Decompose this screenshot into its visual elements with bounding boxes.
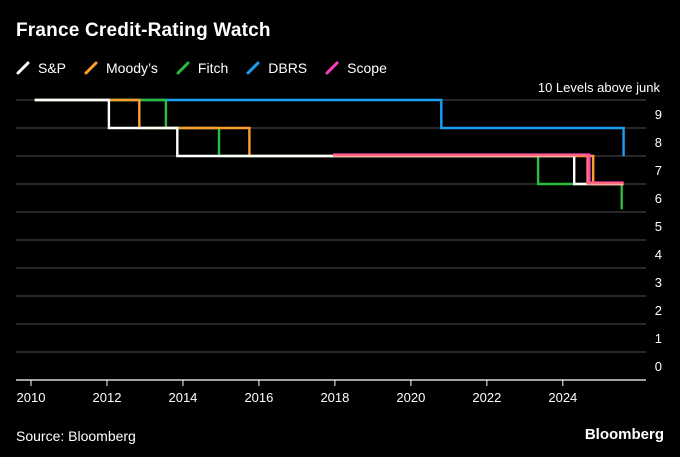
y-tick-label: 7	[655, 163, 662, 178]
legend-label: Moody’s	[106, 60, 158, 76]
y-tick-label: 6	[655, 191, 662, 206]
series-line-scope	[333, 153, 624, 184]
y-tick-label: 9	[655, 107, 662, 122]
legend-label: S&P	[38, 60, 67, 76]
y-tick-label: 2	[655, 303, 662, 318]
x-tick-label: 2020	[396, 390, 425, 405]
legend-item: Fitch	[176, 60, 228, 76]
legend-item: Moody’s	[84, 60, 158, 76]
y-tick-label: 8	[655, 135, 662, 150]
legend-item: Scope	[325, 60, 387, 76]
x-tick-label: 2022	[472, 390, 501, 405]
legend-swatch	[176, 61, 190, 75]
brand-logo: Bloomberg	[584, 426, 664, 443]
legend-label: Fitch	[197, 60, 229, 76]
series-line-moody-s	[34, 98, 624, 186]
y-tick-label: 0	[655, 359, 662, 374]
y-tick-label: 3	[655, 275, 662, 290]
legend-label: Scope	[347, 60, 387, 76]
legend-swatch	[16, 61, 30, 75]
legend-swatch	[84, 61, 98, 75]
x-tick-label: 2014	[168, 390, 197, 405]
y-axis-label: 10 Levels above junk	[538, 80, 661, 95]
x-tick-label: 2018	[320, 390, 349, 405]
x-tick-label: 2010	[17, 390, 46, 405]
legend-swatch	[325, 61, 339, 75]
chart-legend: S&P Moody’s Fitch DBRS Scope	[16, 58, 405, 78]
chart-title: France Credit-Rating Watch	[16, 20, 271, 41]
x-tick-label: 2012	[93, 390, 122, 405]
y-tick-label: 1	[655, 331, 662, 346]
y-tick-label: 5	[655, 219, 662, 234]
legend-item: S&P	[16, 60, 66, 76]
legend-item: DBRS	[246, 60, 307, 76]
legend-label: DBRS	[268, 60, 308, 76]
legend-swatch	[246, 61, 260, 75]
series-line-dbrs	[34, 98, 625, 156]
x-tick-label: 2024	[548, 390, 577, 405]
x-tick-label: 2016	[244, 390, 273, 405]
source-note: Source: Bloomberg	[16, 428, 136, 444]
y-tick-label: 4	[655, 247, 662, 262]
series-line-unlabeled	[333, 154, 624, 185]
series-line-s-p	[34, 98, 624, 186]
